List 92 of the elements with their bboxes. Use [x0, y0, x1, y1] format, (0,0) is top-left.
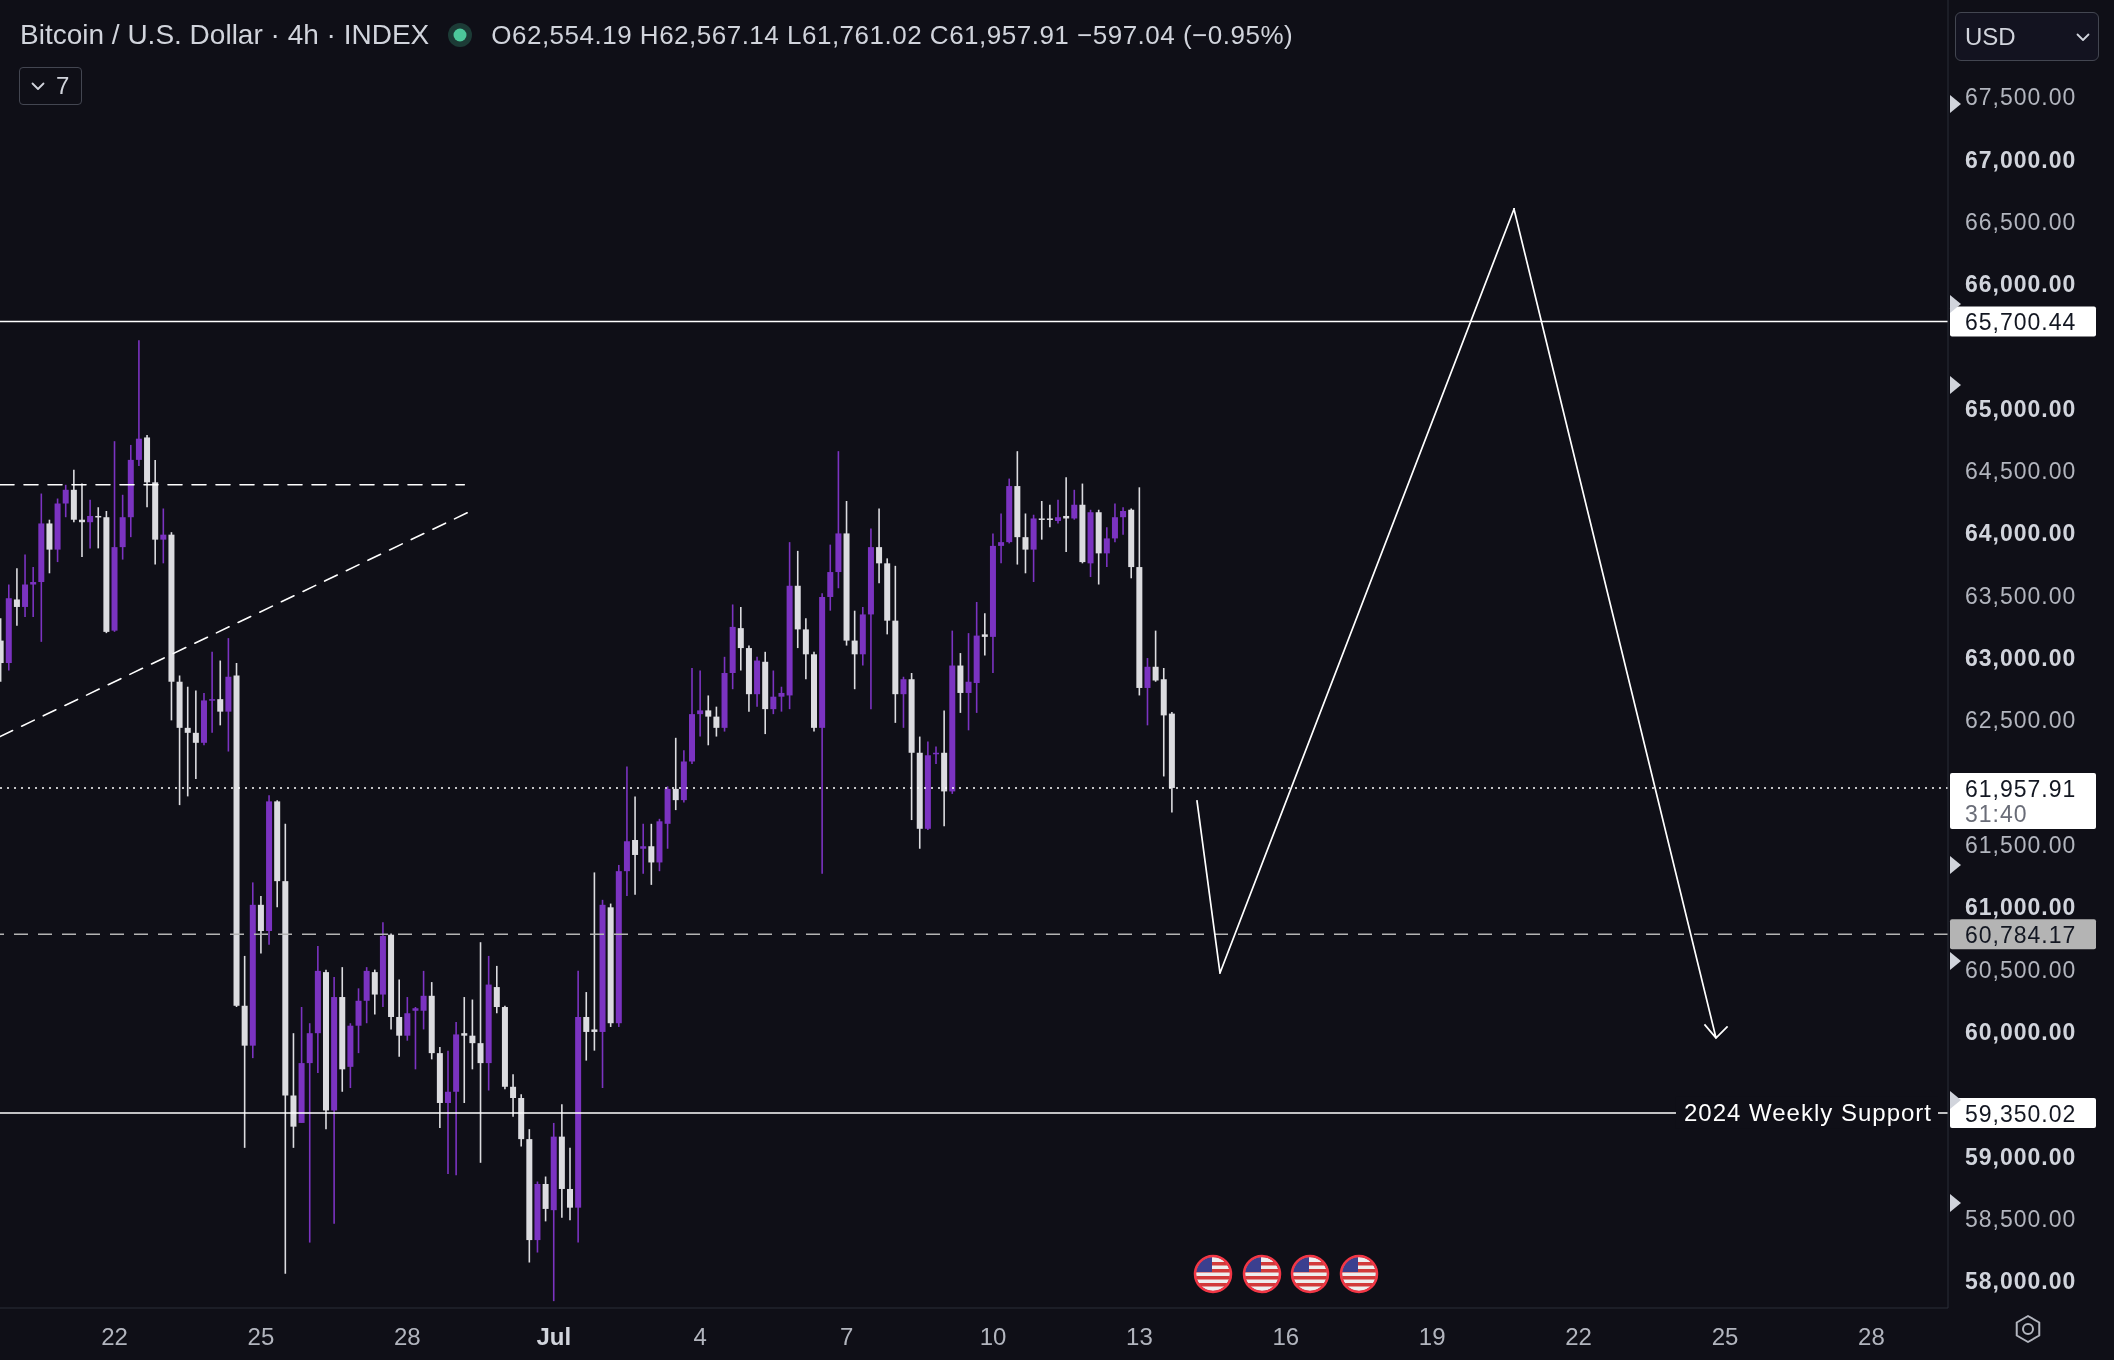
candlestick: [404, 996, 411, 1042]
text: Bitcoin / U.S. Dollar · 4h · INDEX: [20, 18, 430, 52]
candlestick: [1111, 502, 1118, 543]
x-tick-label: 22: [1565, 1322, 1592, 1350]
candlestick: [697, 669, 704, 738]
y-tick-label: 59,000.00: [1965, 1143, 2077, 1170]
x-tick-label: 4: [693, 1322, 707, 1350]
candlestick: [209, 651, 216, 734]
ref-line-label: 65,700.44: [1965, 309, 2077, 336]
candlestick: [998, 512, 1005, 565]
annotation: 2024 Weekly Support: [1683, 1099, 1932, 1127]
x-tick-label: 16: [1272, 1322, 1300, 1350]
candlestick: [493, 965, 500, 1015]
candlestick: [1046, 503, 1053, 528]
x-tick-label: 28: [1858, 1322, 1885, 1350]
candlestick: [876, 507, 883, 585]
x-tick-label: 13: [1126, 1322, 1153, 1350]
x-tick-label: 28: [394, 1322, 421, 1350]
candlestick: [648, 823, 655, 886]
candlestick: [510, 1073, 517, 1118]
candlestick: [87, 498, 94, 550]
candlestick: [981, 612, 988, 657]
text: O62,554.19 H62,567.14 L61,761.02 C61,957.91 −597.04 (−0.95%): [491, 19, 1294, 52]
x-tick-label: 22: [101, 1322, 128, 1350]
y-tick-label: 60,500.00: [1965, 956, 2077, 983]
candlestick: [1022, 512, 1029, 575]
candlestick: [444, 1049, 451, 1175]
candlestick: [591, 871, 598, 1052]
candlestick: [770, 669, 777, 715]
y-tick-label: 66,500.00: [1965, 208, 2077, 235]
y-tick-label: 67,000.00: [1965, 146, 2077, 173]
y-tick-label: 58,500.00: [1965, 1205, 2077, 1232]
candlestick: [851, 609, 858, 691]
candlestick: [632, 795, 639, 896]
candlestick: [420, 970, 427, 1031]
candlestick: [30, 566, 37, 618]
x-tick-label: 7: [839, 1322, 854, 1350]
candlestick: [13, 567, 20, 627]
currency-dropdown: USD: [1955, 12, 2099, 61]
ref-line-label: 60,784.17: [1965, 922, 2077, 949]
y-tick-label: 61,500.00: [1965, 832, 2077, 858]
y-tick-label: 63,500.00: [1965, 582, 2077, 609]
candlestick: [1038, 500, 1045, 541]
candlestick: [412, 1006, 419, 1071]
candlestick: [192, 689, 199, 780]
y-tick-label: 63,000.00: [1965, 645, 2077, 672]
candlestick: [900, 675, 907, 729]
candlestick: [737, 606, 744, 672]
candlestick: [1071, 489, 1078, 521]
candlestick: [62, 484, 69, 519]
candlestick: [1055, 498, 1062, 525]
y-tick-label: 61,000.00: [1965, 894, 2077, 921]
candlestick: [705, 694, 712, 747]
x-tick-label: Jul: [536, 1322, 572, 1350]
candlestick: [778, 685, 785, 713]
x-tick-label: 25: [247, 1322, 275, 1350]
x-tick-label: 10: [979, 1322, 1007, 1350]
candlestick: [160, 507, 167, 565]
y-tick-label: 64,000.00: [1965, 520, 2077, 547]
ref-line-label: 59,350.02: [1965, 1100, 2077, 1127]
y-tick-label: 62,500.00: [1965, 707, 2077, 734]
candlestick: [461, 996, 468, 1104]
candlestick: [22, 553, 29, 618]
candlestick: [1152, 629, 1159, 683]
y-tick-label: 60,000.00: [1965, 1018, 2077, 1045]
candlestick: [217, 659, 224, 727]
candlestick: [583, 991, 590, 1062]
candlestick: [371, 968, 378, 1016]
text: 31:40: [1965, 800, 2028, 827]
x-tick-label: 19: [1418, 1322, 1446, 1350]
y-tick-label: 65,000.00: [1965, 395, 2077, 422]
candlestick: [135, 339, 142, 467]
y-tick-label: 58,000.00: [1965, 1268, 2077, 1295]
y-tick-label: 67,500.00: [1965, 84, 2077, 111]
y-tick-label: 66,000.00: [1965, 271, 2077, 298]
annotation: 7: [56, 72, 70, 99]
y-tick-label: 64,500.00: [1965, 458, 2077, 485]
ref-line-label: 61,957.91: [1965, 775, 2077, 802]
candlestick: [477, 941, 484, 1164]
candlestick: [1120, 506, 1127, 536]
candlestick: [640, 823, 647, 875]
toggle-button: 7: [19, 67, 82, 105]
candlestick: [567, 1147, 573, 1221]
candlestick: [469, 998, 476, 1071]
candlestick: [965, 632, 972, 732]
candlestick: [1144, 657, 1151, 727]
candlestick: [713, 705, 720, 738]
candlestick: [1103, 526, 1110, 568]
candlestick: [184, 685, 191, 798]
x-tick-label: 25: [1711, 1322, 1739, 1350]
candlestick: [396, 978, 403, 1058]
candlestick: [672, 737, 679, 811]
